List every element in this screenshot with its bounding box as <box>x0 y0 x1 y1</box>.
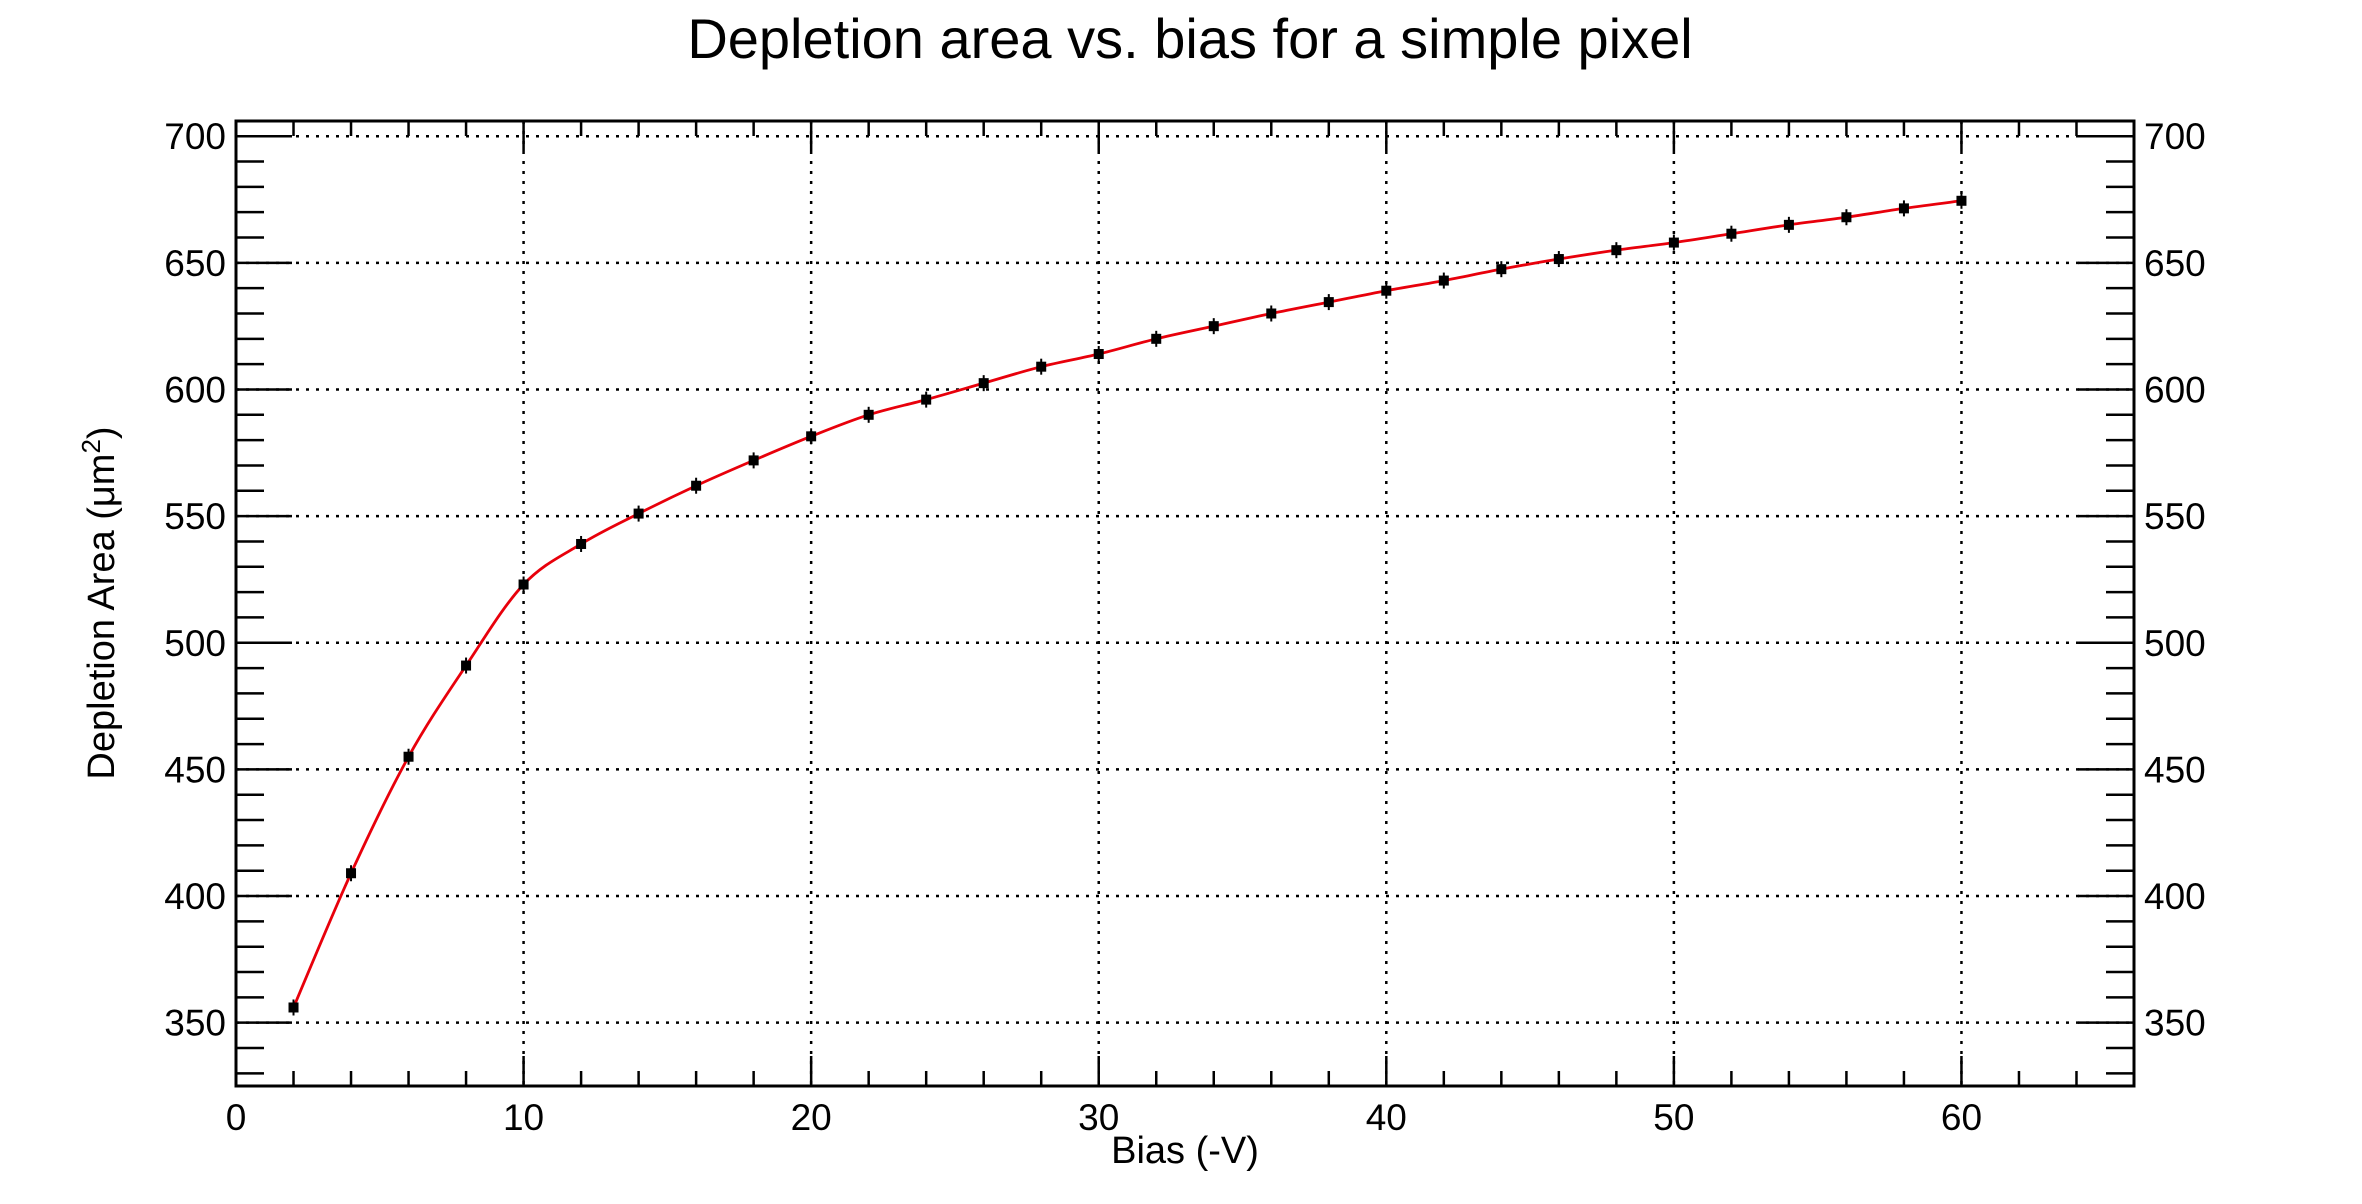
x-tick-label: 50 <box>1653 1097 1694 1138</box>
x-axis-label: Bias (-V) <box>1111 1130 1259 1172</box>
x-tick-label: 60 <box>1941 1097 1982 1138</box>
x-tick-label: 40 <box>1366 1097 1407 1138</box>
y-tick-label-right: 350 <box>2144 1003 2206 1044</box>
data-markers <box>288 192 1967 1016</box>
chart-title: Depletion area vs. bias for a simple pix… <box>687 7 1692 70</box>
y-axis-label: Depletion Area (μm2) <box>76 426 123 779</box>
x-tick-label: 0 <box>226 1097 247 1138</box>
y-tick-label-right: 400 <box>2144 876 2206 917</box>
y-axis-label-suffix: ) <box>81 426 123 439</box>
x-tick-label: 20 <box>791 1097 832 1138</box>
y-tick-label-right: 450 <box>2144 749 2206 790</box>
series-lines <box>292 199 1962 1009</box>
y-tick-labels-left: 350 400 450 500 550 600 650 700 <box>164 116 226 1043</box>
grid-lines <box>236 121 2134 1086</box>
series-line <box>292 199 1962 1009</box>
y-axis-label-superscript: 2 <box>76 439 106 453</box>
x-tick-label: 10 <box>503 1097 544 1138</box>
y-tick-label-left: 400 <box>164 876 226 917</box>
y-tick-label-right: 700 <box>2144 116 2206 157</box>
y-tick-labels-right: 350 400 450 500 550 600 650 700 <box>2144 116 2206 1043</box>
x-tick-labels: 0 10 20 30 40 50 60 <box>226 1097 1982 1138</box>
y-tick-label-left: 700 <box>164 116 226 157</box>
y-tick-label-right: 550 <box>2144 496 2206 537</box>
y-tick-label-left: 550 <box>164 496 226 537</box>
plot-frame <box>234 119 2136 1088</box>
y-tick-label-right: 600 <box>2144 369 2206 410</box>
x-tick-label: 30 <box>1078 1097 1119 1138</box>
y-tick-label-right: 650 <box>2144 243 2206 284</box>
y-tick-label-left: 650 <box>164 243 226 284</box>
y-tick-label-left: 350 <box>164 1003 226 1044</box>
axis-ticks <box>234 121 2136 1086</box>
y-tick-label-right: 500 <box>2144 623 2206 664</box>
y-tick-label-left: 450 <box>164 749 226 790</box>
y-tick-label-left: 500 <box>164 623 226 664</box>
y-axis-label-main: Depletion Area (μm <box>81 454 123 780</box>
y-tick-label-left: 600 <box>164 369 226 410</box>
